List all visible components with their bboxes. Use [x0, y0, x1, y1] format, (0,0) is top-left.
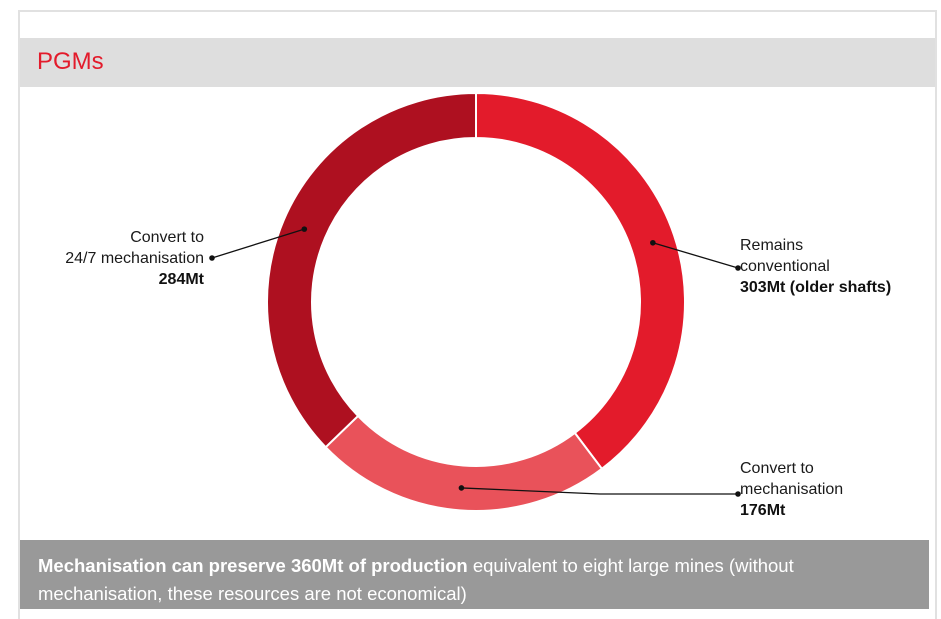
panel-header: PGMs: [20, 38, 935, 87]
leader-convert-to-24-7-mechanisation-dot-start: [301, 226, 308, 232]
label-24-7-value: 284Mt: [158, 271, 204, 288]
leader-remains-conventional: [652, 242, 739, 269]
panel-title: PGMs: [37, 48, 104, 75]
summary-banner: Mechanisation can preserve 360Mt of prod…: [20, 540, 929, 609]
slice-remains-conventional: [475, 91, 686, 471]
slice-convert-to-mechanisation: [324, 414, 604, 512]
label-mechanisation-line2: mechanisation: [740, 481, 844, 498]
label-24-7-mechanisation: Convert to 24/7 mechanisation 284Mt: [20, 227, 204, 290]
summary-text: Mechanisation can preserve 360Mt of prod…: [38, 552, 918, 608]
leader-convert-to-mechanisation-dot-end: [735, 491, 741, 497]
summary-body: equivalent to eight large mines (without…: [38, 555, 794, 604]
summary-highlight: Mechanisation can preserve 360Mt of prod…: [38, 555, 468, 576]
label-remains-conventional: Remains conventional 303Mt (older shafts…: [740, 235, 940, 298]
label-conventional-line1: Remains: [740, 237, 804, 254]
leader-remains-conventional-dot-end: [735, 265, 741, 271]
leader-remains-conventional-dot-start: [650, 239, 656, 246]
leader-convert-to-24-7-mechanisation: [211, 228, 305, 259]
leader-convert-to-mechanisation-dot-start: [458, 485, 465, 491]
label-mechanisation-line1: Convert to: [740, 460, 814, 477]
label-24-7-line2: 24/7 mechanisation: [65, 250, 204, 267]
panel-frame: [18, 10, 937, 619]
leader-convert-to-24-7-mechanisation-dot-end: [209, 255, 215, 261]
label-mechanisation-value: 176Mt: [740, 502, 786, 519]
slice-convert-to-24-7-mechanisation: [266, 91, 477, 449]
label-conventional-line2: conventional: [740, 258, 830, 275]
leader-convert-to-mechanisation: [461, 487, 738, 495]
label-mechanisation: Convert to mechanisation 176Mt: [740, 458, 930, 521]
label-24-7-line1: Convert to: [130, 229, 204, 246]
label-conventional-value: 303Mt (older shafts): [740, 279, 892, 296]
